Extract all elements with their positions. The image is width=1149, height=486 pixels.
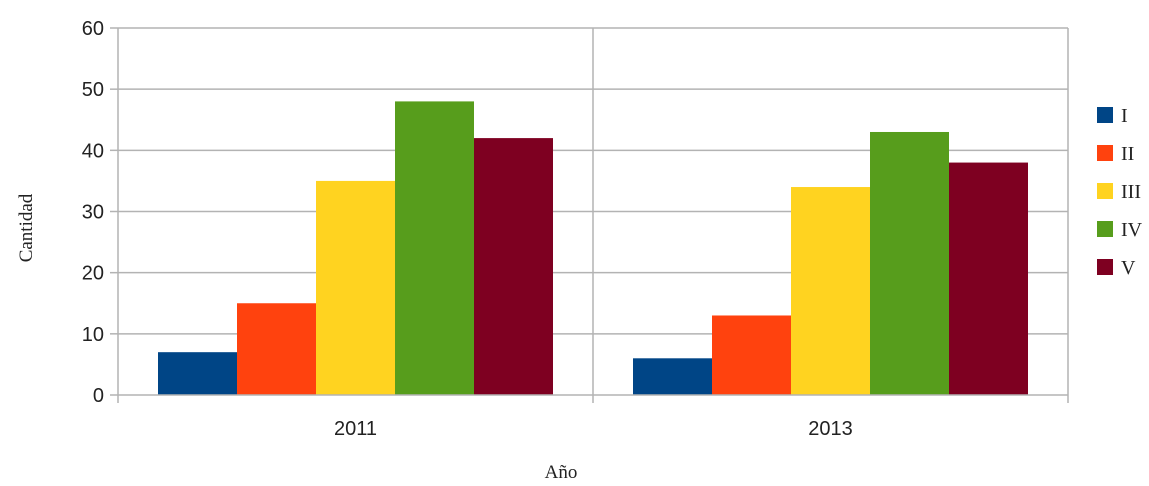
bar-IV-2011 — [395, 101, 474, 396]
x-tick-label: 2013 — [808, 418, 853, 440]
legend-label-IV: IV — [1121, 219, 1143, 241]
legend-swatch-III — [1097, 183, 1113, 199]
legend-label-I: I — [1121, 105, 1128, 127]
bar-V-2013 — [949, 162, 1028, 395]
x-tick-label: 2011 — [334, 418, 377, 440]
bar-III-2011 — [316, 180, 395, 395]
y-tick-label: 40 — [82, 140, 104, 162]
y-tick-label: 10 — [82, 324, 104, 346]
legend-swatch-II — [1097, 145, 1113, 161]
y-tick-label: 30 — [82, 202, 104, 224]
legend-swatch-V — [1097, 259, 1113, 275]
bar-II-2011 — [237, 303, 316, 395]
tick-labels: 0 10 20 30 40 50 60 2011 2013 — [82, 18, 853, 440]
y-tick-label: 50 — [82, 79, 104, 101]
y-tick-label: 20 — [82, 263, 104, 285]
bar-I-2013 — [633, 358, 712, 395]
x-axis-title: Año — [545, 462, 578, 483]
legend-swatch-I — [1097, 107, 1113, 123]
legend-label-II: II — [1121, 143, 1134, 165]
bar-III-2013 — [791, 187, 870, 395]
bar-V-2011 — [474, 138, 553, 395]
y-tick-label: 0 — [93, 385, 104, 407]
legend-label-III: III — [1121, 181, 1141, 203]
y-tick-label: 60 — [82, 18, 104, 40]
axes — [110, 27, 1069, 403]
bar-II-2013 — [712, 315, 791, 395]
legend-swatch-IV — [1097, 221, 1113, 237]
bars — [158, 101, 1028, 396]
bar-IV-2013 — [870, 131, 949, 395]
y-axis-title: Cantidad — [16, 193, 37, 262]
bar-I-2011 — [158, 352, 237, 395]
legend-label-V: V — [1121, 257, 1136, 279]
